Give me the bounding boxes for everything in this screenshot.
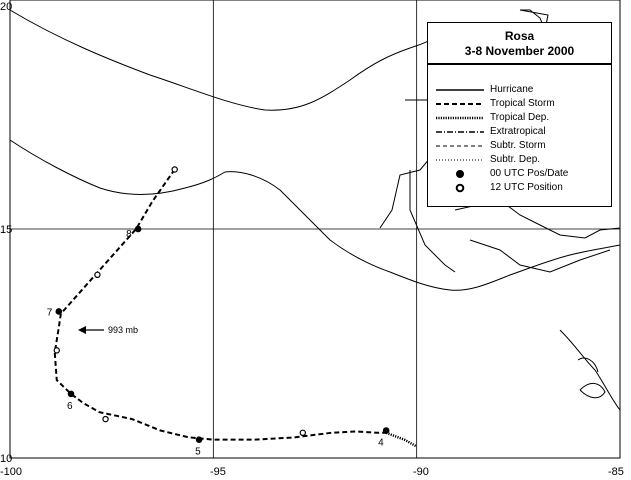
position-00utc-marker bbox=[134, 225, 142, 233]
y-tick-labels: 10 15 20 bbox=[0, 1, 12, 465]
legend-item-extratropical: Extratropical bbox=[428, 125, 611, 139]
lat-lon-grid bbox=[9, 0, 621, 459]
open-dot-icon bbox=[455, 183, 465, 193]
x-tick-labels: -100 -95 -90 -85 bbox=[0, 466, 624, 478]
pressure-label: 993 mb bbox=[108, 325, 138, 335]
date-label: 6 bbox=[67, 401, 73, 412]
position-12utc-marker bbox=[53, 347, 60, 354]
legend-item-label: 12 UTC Position bbox=[490, 182, 563, 193]
storm-dates: 3-8 November 2000 bbox=[464, 44, 575, 58]
legend-item-12utc: 12 UTC Position bbox=[428, 181, 611, 195]
legend-item-label: Subtr. Dep. bbox=[490, 154, 541, 165]
legend-item-label: 00 UTC Pos/Date bbox=[490, 168, 569, 179]
track-tropical-storm-segment bbox=[53, 168, 387, 441]
legend-item-label: Hurricane bbox=[490, 84, 534, 95]
legend-item-00utc: 00 UTC Pos/Date bbox=[428, 167, 611, 181]
date-label: 5 bbox=[195, 447, 201, 458]
filled-dot-icon bbox=[456, 170, 464, 178]
legend-item-tropical-depression: Tropical Dep. bbox=[428, 111, 611, 125]
date-label: 8 bbox=[126, 229, 132, 240]
storm-name: Rosa bbox=[504, 29, 535, 43]
y-tick-label: 20 bbox=[0, 1, 12, 13]
legend-item-hurricane: Hurricane bbox=[428, 83, 611, 97]
track-tropical-depression-segment bbox=[385, 431, 418, 448]
x-tick-label: -95 bbox=[210, 466, 226, 478]
legend-item-label: Tropical Storm bbox=[490, 98, 555, 109]
legend-item-subtropical-storm: Subtr. Storm bbox=[428, 139, 611, 153]
legend-item-subtropical-depression: Subtr. Dep. bbox=[428, 153, 611, 167]
y-tick-label: 10 bbox=[0, 453, 12, 465]
position-00utc-marker bbox=[195, 436, 203, 443]
x-tick-label: -100 bbox=[0, 466, 22, 478]
position-12utc-marker bbox=[94, 271, 101, 278]
position-12utc-marker bbox=[102, 415, 109, 423]
storm-track: 8 7 6 5 4 bbox=[47, 166, 418, 458]
legend-item-label: Extratropical bbox=[490, 126, 546, 137]
pressure-annotation: 993 mb bbox=[78, 325, 138, 335]
date-label: 7 bbox=[47, 307, 53, 318]
date-label: 4 bbox=[378, 438, 384, 449]
legend: Rosa 3-8 November 2000 Hurricane Tropica… bbox=[427, 22, 612, 207]
x-tick-label: -85 bbox=[608, 466, 624, 478]
legend-title: Rosa 3-8 November 2000 bbox=[428, 23, 611, 65]
legend-item-label: Tropical Dep. bbox=[490, 112, 550, 123]
position-12utc-marker bbox=[299, 429, 306, 437]
legend-item-tropical-storm: Tropical Storm bbox=[428, 97, 611, 111]
legend-item-label: Subtr. Storm bbox=[490, 140, 546, 151]
x-tick-label: -90 bbox=[413, 466, 429, 478]
position-12utc-marker bbox=[171, 166, 178, 173]
position-00utc-marker bbox=[67, 390, 75, 398]
y-tick-label: 15 bbox=[0, 224, 12, 236]
position-00utc-marker bbox=[55, 308, 63, 315]
position-00utc-marker bbox=[382, 427, 390, 434]
